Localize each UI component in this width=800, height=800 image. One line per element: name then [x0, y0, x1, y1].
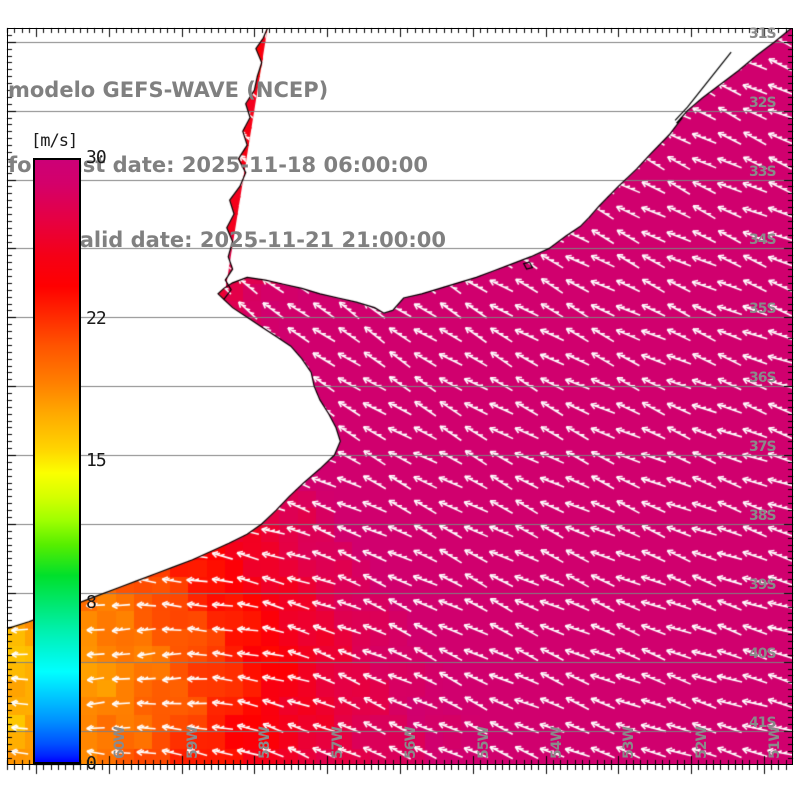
lat-label-39S: 39S [749, 576, 777, 593]
lon-label-56W: 56W [403, 727, 419, 759]
lat-label-35S: 35S [749, 301, 777, 318]
lat-label-40S: 40S [749, 645, 777, 662]
colorbar-gradient [33, 158, 81, 764]
colorbar-tick-8: 8 [86, 591, 97, 613]
lat-label-41S: 41S [749, 714, 777, 731]
lon-label-51W: 51W [766, 727, 783, 759]
title-block: modelo GEFS-WAVE (NCEP) forecast date: 2… [8, 28, 528, 303]
lon-label-52W: 52W [694, 727, 711, 759]
colorbar-tick-15: 15 [86, 450, 107, 471]
lat-label-32S: 32S [749, 94, 777, 111]
lon-label-58W: 58W [257, 727, 274, 759]
lon-label-60W: 60W [111, 727, 128, 759]
colorbar [33, 158, 81, 764]
lat-label-36S: 36S [749, 370, 777, 387]
model-name: modelo GEFS-WAVE (NCEP) [8, 78, 329, 102]
valid-date: valid date: 2025-11-21 21:00:00 [66, 228, 446, 252]
lon-label-59W: 59W [184, 727, 201, 759]
lat-label-38S: 38S [749, 507, 777, 524]
colorbar-tick-0: 0 [86, 753, 97, 774]
lat-label-31S: 31S [749, 25, 777, 42]
lon-label-53W: 53W [621, 727, 638, 759]
lon-label-54W: 54W [548, 727, 565, 759]
colorbar-tick-22: 22 [86, 308, 107, 330]
colorbar-tick-30: 30 [86, 147, 107, 168]
lat-label-37S: 37S [749, 439, 777, 456]
lat-label-34S: 34S [749, 232, 777, 249]
lon-label-55W: 55W [475, 727, 492, 759]
lat-label-33S: 33S [749, 163, 777, 180]
lon-label-57W: 57W [330, 727, 347, 759]
colorbar-unit-label: [m/s] [31, 131, 78, 151]
